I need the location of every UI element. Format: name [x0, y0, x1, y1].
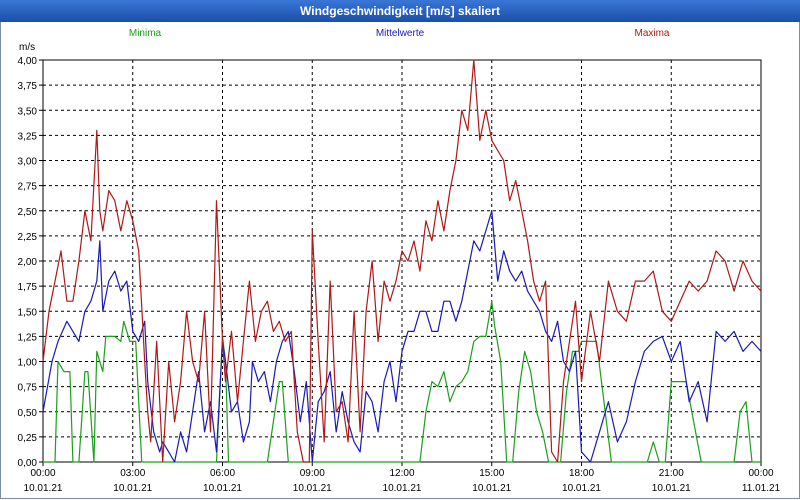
chart-title: Windgeschwindigkeit [m/s] skaliert [0, 0, 800, 22]
y-tick-label: 3,75 [18, 81, 38, 92]
series-line-maxima [42, 59, 762, 463]
x-tick-time: 00:00 [748, 468, 773, 479]
x-tick-time: 06:00 [210, 468, 235, 479]
y-tick-label: 1,75 [18, 282, 38, 293]
y-tick-label: 2,25 [18, 232, 38, 243]
x-tick-time: 00:00 [30, 468, 55, 479]
wind-speed-chart: 0,00 0,25 0,50 0,75 1,00 1,25 1,50 1,75 2,00 2,25… [18, 28, 781, 494]
x-tick-time: 09:00 [300, 468, 325, 479]
y-tick-label: 2,00 [18, 257, 38, 268]
y-tick-label: 1,00 [18, 358, 38, 369]
x-tick-time: 18:00 [569, 468, 594, 479]
legend-maxima: Maxima [634, 28, 669, 39]
y-tick-label: 1,50 [18, 307, 38, 318]
x-tick-date: 10.01.21 [113, 483, 152, 494]
x-tick-time: 12:00 [389, 468, 414, 479]
y-tick-label: 2,50 [18, 207, 38, 218]
x-tick-date: 10.01.21 [293, 483, 332, 494]
x-tick-time: 15:00 [479, 468, 504, 479]
legend-minima: Minima [129, 28, 162, 39]
y-tick-label: 3,25 [18, 131, 38, 142]
y-axis: 0,00 0,25 0,50 0,75 1,00 1,25 1,50 1,75 2,00 2,25… [18, 56, 43, 469]
x-tick-date: 10.01.21 [562, 483, 601, 494]
x-tick-date: 11.01.21 [742, 483, 781, 494]
x-tick-time: 21:00 [659, 468, 684, 479]
y-tick-label: 2,75 [18, 182, 38, 193]
grid-lines [43, 60, 761, 462]
x-tick-date: 10.01.21 [24, 483, 63, 494]
series-line-minima [43, 300, 761, 463]
x-tick-date: 10.01.21 [472, 483, 511, 494]
x-tick-date: 10.01.21 [652, 483, 691, 494]
series-lines [42, 59, 762, 463]
y-tick-label: 0,25 [18, 433, 38, 444]
legend-mittelwerte: Mittelwerte [376, 28, 425, 39]
y-tick-label: 0,00 [18, 458, 38, 469]
y-tick-label: 1,25 [18, 332, 38, 343]
x-tick-date: 10.01.21 [203, 483, 242, 494]
legend: Minima Mittelwerte Maxima [129, 28, 670, 39]
y-tick-label: 3,00 [18, 157, 38, 168]
y-tick-label: 4,00 [18, 56, 38, 67]
x-tick-time: 03:00 [120, 468, 145, 479]
y-tick-label: 0,50 [18, 408, 38, 419]
y-axis-label: m/s [19, 42, 35, 53]
y-tick-label: 3,50 [18, 106, 38, 117]
x-tick-date: 10.01.21 [383, 483, 422, 494]
x-axis: 00:00 10.01.21 03:00 10.01.21 06:00 10.01.21 0… [24, 462, 781, 494]
y-tick-label: 0,75 [18, 383, 38, 394]
